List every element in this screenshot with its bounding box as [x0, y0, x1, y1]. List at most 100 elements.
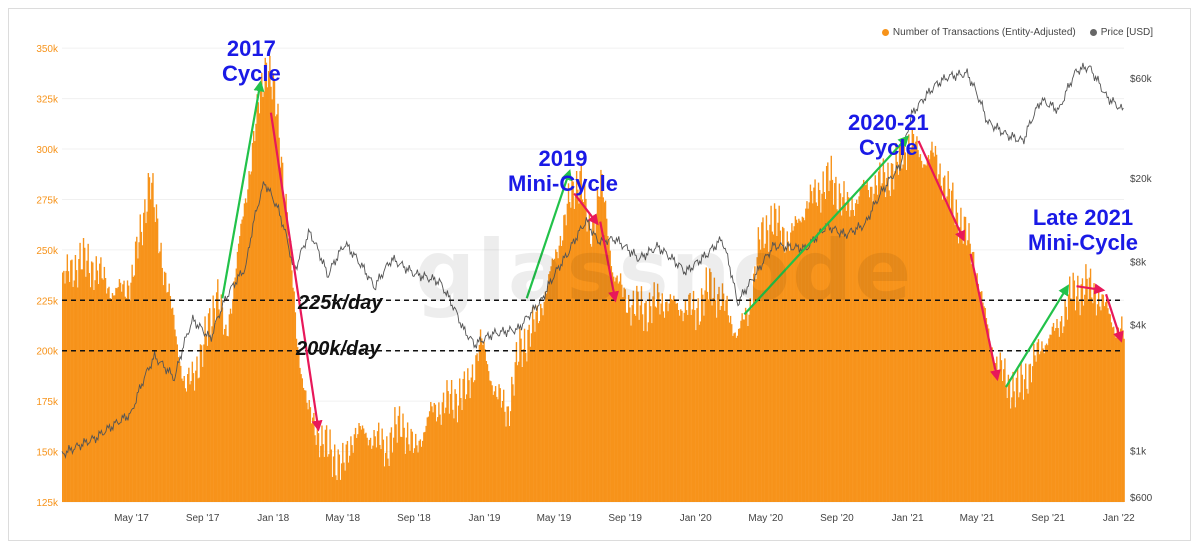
- transaction-bar: [536, 305, 538, 502]
- transaction-bar: [908, 134, 910, 502]
- transaction-bar: [63, 270, 65, 502]
- transaction-bar: [416, 445, 418, 502]
- transaction-bar: [189, 384, 191, 502]
- transaction-bar: [154, 221, 156, 503]
- transaction-bar: [294, 312, 297, 502]
- transaction-bar: [288, 236, 291, 502]
- transaction-bar: [866, 180, 868, 502]
- transaction-bar: [160, 242, 162, 502]
- transaction-bar: [320, 445, 322, 502]
- transaction-bar: [427, 416, 430, 502]
- transaction-bar: [1036, 342, 1039, 502]
- transaction-bar: [1103, 306, 1106, 502]
- transaction-bar: [1077, 275, 1079, 502]
- transaction-bar: [347, 462, 350, 502]
- transaction-bar: [564, 214, 566, 503]
- transaction-bar: [343, 462, 345, 502]
- x-tick-label: Sep '21: [1031, 513, 1065, 524]
- transaction-bar: [1073, 280, 1076, 502]
- down-trend-arrow: [1076, 283, 1106, 295]
- transaction-bar: [477, 361, 479, 502]
- transaction-bar: [410, 428, 412, 502]
- transaction-bar: [140, 231, 143, 502]
- transaction-bar: [200, 345, 203, 502]
- x-tick-label: Sep '19: [608, 513, 642, 524]
- transaction-bar: [659, 314, 661, 502]
- transaction-bar: [753, 273, 755, 502]
- transaction-bar: [246, 202, 248, 502]
- transaction-bar: [131, 264, 133, 502]
- transaction-bar: [523, 328, 526, 502]
- transaction-bar: [748, 314, 750, 502]
- transaction-bar: [1115, 337, 1117, 502]
- transaction-bar: [183, 376, 185, 502]
- transaction-bar: [432, 412, 434, 502]
- transaction-bar: [285, 193, 287, 503]
- transaction-bar: [743, 319, 746, 502]
- transaction-bar: [630, 325, 632, 502]
- transaction-bar: [395, 424, 397, 502]
- transaction-bar: [1086, 278, 1088, 502]
- transaction-bar: [177, 357, 180, 502]
- transaction-bar: [362, 428, 365, 502]
- transaction-bar: [133, 275, 136, 502]
- transaction-bar: [690, 314, 692, 502]
- transaction-bar: [489, 380, 491, 502]
- transaction-bar: [651, 323, 653, 502]
- transaction-bar: [905, 169, 908, 503]
- legend-item-price[interactable]: Price [USD]: [1089, 27, 1153, 38]
- transaction-bar: [500, 407, 503, 502]
- x-tick-label: Jan '20: [680, 513, 712, 524]
- transaction-bar: [497, 399, 499, 502]
- transaction-bar: [166, 292, 168, 502]
- transaction-bar: [632, 290, 635, 502]
- transaction-bar: [684, 299, 687, 502]
- transaction-bar: [235, 268, 238, 502]
- transaction-bar: [70, 260, 72, 502]
- transaction-bar: [845, 210, 848, 502]
- y-left-tick-label: 275k: [36, 195, 59, 206]
- transaction-bar: [520, 338, 522, 502]
- transaction-bar: [202, 366, 204, 502]
- transaction-bar: [64, 283, 66, 502]
- transaction-bar: [939, 163, 941, 502]
- transaction-bar: [287, 238, 290, 503]
- transaction-bar: [272, 73, 275, 503]
- transaction-bar: [874, 175, 876, 502]
- transaction-bar: [897, 174, 900, 502]
- transaction-bar: [837, 210, 839, 502]
- transaction-bar: [963, 216, 966, 503]
- transaction-bar: [935, 154, 938, 502]
- transaction-bar: [430, 401, 432, 502]
- transaction-bar: [403, 427, 405, 502]
- transaction-bar: [650, 306, 652, 502]
- transaction-bar: [1081, 278, 1084, 502]
- transaction-bar: [139, 214, 141, 503]
- transaction-bar: [1037, 339, 1040, 502]
- transaction-bar: [78, 259, 80, 502]
- transaction-bar: [871, 186, 873, 503]
- transaction-bar: [886, 177, 888, 502]
- legend-item-transactions[interactable]: Number of Transactions (Entity-Adjusted): [881, 27, 1076, 38]
- transaction-bar: [462, 378, 464, 502]
- annotation-2019-mini-cycle: 2019 Mini-Cycle: [508, 146, 618, 196]
- y-left-tick-label: 300k: [36, 145, 59, 156]
- transaction-bar: [1106, 298, 1108, 502]
- transaction-bar: [318, 457, 321, 502]
- transaction-bar: [1110, 322, 1113, 502]
- transaction-bar: [772, 234, 775, 502]
- transaction-bar: [761, 222, 763, 503]
- transaction-bar: [158, 253, 160, 502]
- transaction-bar: [415, 433, 417, 502]
- transaction-bar: [428, 411, 431, 502]
- transaction-bar: [339, 479, 342, 502]
- transaction-bar: [193, 390, 196, 502]
- transaction-bar: [794, 216, 797, 502]
- transaction-bar: [923, 164, 925, 503]
- transaction-bar: [1008, 378, 1011, 502]
- transaction-bar: [978, 297, 981, 502]
- transaction-bar: [555, 249, 557, 502]
- transaction-bar: [1047, 345, 1049, 502]
- transaction-bar: [62, 272, 64, 502]
- transaction-bar: [374, 436, 376, 502]
